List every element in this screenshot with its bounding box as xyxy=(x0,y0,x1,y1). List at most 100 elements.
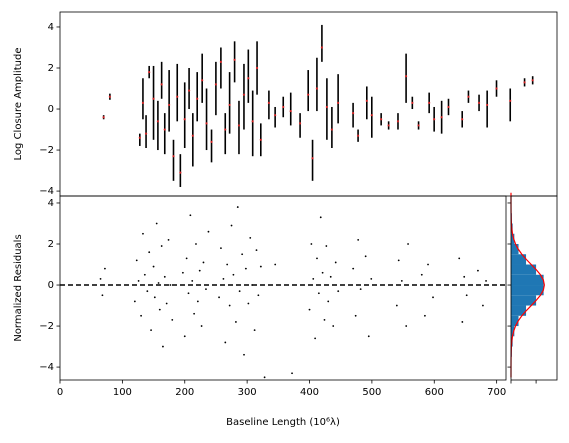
residual-point xyxy=(259,265,262,268)
residual-point xyxy=(482,304,484,307)
residual-point xyxy=(274,263,277,266)
residual-point xyxy=(314,337,317,340)
model-point xyxy=(172,155,175,158)
residual-point xyxy=(458,257,461,260)
y-tick-label: −4 xyxy=(39,362,54,373)
residual-point xyxy=(329,275,332,278)
model-point xyxy=(160,83,163,86)
x-tick-label: 300 xyxy=(238,387,257,398)
model-point xyxy=(108,95,111,98)
model-point xyxy=(237,124,241,127)
residual-point xyxy=(249,236,252,239)
residual-point xyxy=(255,249,258,252)
model-point xyxy=(259,138,262,141)
residual-point xyxy=(321,271,324,274)
model-point xyxy=(219,60,222,63)
model-point xyxy=(210,140,213,143)
residual-point xyxy=(183,335,186,338)
y-tick-label: 2 xyxy=(48,239,54,250)
model-point xyxy=(274,114,277,117)
x-tick-label: 200 xyxy=(175,387,194,398)
residual-point xyxy=(163,275,166,278)
histogram-bar xyxy=(511,295,537,306)
residual-point xyxy=(146,290,149,293)
residual-point xyxy=(205,288,207,291)
residual-point xyxy=(198,269,201,272)
y-tick-label: −4 xyxy=(39,186,54,197)
model-point xyxy=(396,120,400,123)
y-tick-label: 0 xyxy=(48,280,54,291)
model-point xyxy=(307,93,310,96)
y-axis-label: Normalized Residuals xyxy=(13,234,24,341)
model-point xyxy=(176,95,179,98)
model-point xyxy=(461,118,464,121)
residual-point xyxy=(352,267,355,270)
residual-point xyxy=(253,329,256,332)
model-point xyxy=(205,122,208,125)
residual-point xyxy=(354,314,357,317)
model-point xyxy=(315,87,319,90)
residual-point xyxy=(485,280,487,282)
x-axis-label: Baseline Length (10⁶λ) xyxy=(226,417,340,428)
residual-point xyxy=(171,318,174,321)
residual-point xyxy=(220,247,222,250)
residual-point xyxy=(157,282,160,284)
model-point xyxy=(251,120,254,123)
model-point xyxy=(282,105,285,109)
histogram-bar xyxy=(511,233,515,244)
residual-point xyxy=(207,230,210,233)
model-point xyxy=(351,112,355,115)
residual-point xyxy=(235,321,237,323)
residual-point xyxy=(397,259,400,262)
residual-point xyxy=(158,308,161,311)
x-tick-label: 100 xyxy=(113,387,132,398)
y-tick-label: −2 xyxy=(39,145,54,156)
residual-point xyxy=(155,222,158,225)
model-point xyxy=(141,101,145,104)
model-point xyxy=(152,97,155,100)
model-point xyxy=(477,101,481,104)
model-point xyxy=(380,118,383,121)
residual-point xyxy=(167,238,170,241)
model-point xyxy=(370,114,373,117)
residual-point xyxy=(150,329,152,332)
model-point xyxy=(228,103,231,107)
model-point xyxy=(411,101,414,104)
model-point xyxy=(187,89,191,92)
axes-frame xyxy=(59,195,507,381)
residual-point xyxy=(189,214,192,217)
model-point xyxy=(102,116,105,119)
residual-point xyxy=(140,314,142,317)
model-point xyxy=(148,71,151,74)
residual-point xyxy=(241,253,244,256)
residual-point xyxy=(337,290,340,293)
x-tick-label: 0 xyxy=(57,387,63,398)
residual-point xyxy=(191,280,194,282)
model-point xyxy=(168,103,171,107)
residual-point xyxy=(162,345,164,348)
y-tick-label: 2 xyxy=(48,63,54,74)
residual-point xyxy=(104,267,106,270)
residual-point xyxy=(325,245,328,247)
residual-point xyxy=(477,269,479,272)
y-tick-label: −2 xyxy=(39,321,54,332)
residual-point xyxy=(101,294,104,297)
residual-point xyxy=(316,257,318,260)
y-tick-label: 4 xyxy=(48,22,54,33)
residual-point xyxy=(400,280,403,282)
model-point xyxy=(337,101,340,104)
residual-point xyxy=(202,261,205,264)
model-point xyxy=(467,95,470,98)
model-point xyxy=(242,93,246,96)
residual-point xyxy=(160,245,163,247)
residual-point xyxy=(332,325,335,327)
residual-point xyxy=(432,296,434,299)
residual-point xyxy=(317,292,320,295)
x-tick-label: 400 xyxy=(300,387,319,398)
model-point xyxy=(191,134,194,137)
model-point xyxy=(320,46,324,49)
model-point xyxy=(330,128,333,131)
residual-point xyxy=(142,232,144,235)
model-point xyxy=(224,128,227,131)
